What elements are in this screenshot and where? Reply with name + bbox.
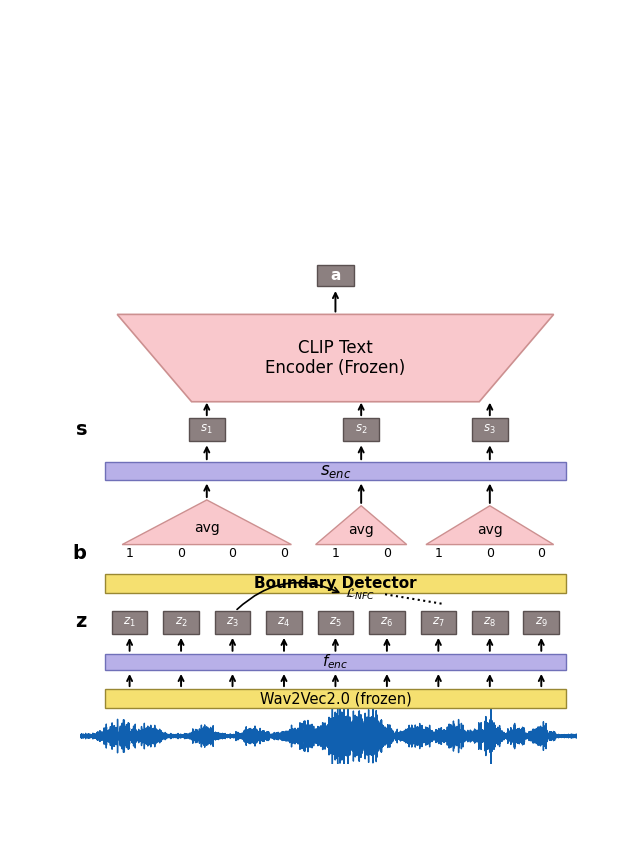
Text: $s_3$: $s_3$ [483, 423, 496, 436]
FancyBboxPatch shape [214, 610, 250, 634]
Text: 0: 0 [177, 548, 185, 560]
FancyBboxPatch shape [105, 574, 566, 593]
Text: $z_5$: $z_5$ [329, 615, 342, 629]
Text: $\mathbf{b}$: $\mathbf{b}$ [72, 544, 88, 563]
Text: 0: 0 [228, 548, 237, 560]
Text: $z_8$: $z_8$ [483, 615, 496, 629]
Text: $s_1$: $s_1$ [200, 423, 213, 436]
Text: $\mathcal{L}_{NFC}$: $\mathcal{L}_{NFC}$ [346, 587, 375, 602]
FancyBboxPatch shape [317, 265, 354, 286]
Text: CLIP Text
Encoder (Frozen): CLIP Text Encoder (Frozen) [266, 339, 406, 377]
FancyBboxPatch shape [343, 418, 379, 441]
FancyBboxPatch shape [524, 610, 559, 634]
FancyBboxPatch shape [112, 610, 147, 634]
Polygon shape [426, 506, 554, 544]
FancyBboxPatch shape [266, 610, 302, 634]
Text: avg: avg [348, 523, 374, 536]
Text: 0: 0 [486, 548, 494, 560]
Text: $\mathbf{z}$: $\mathbf{z}$ [75, 614, 88, 632]
Text: 0: 0 [383, 548, 391, 560]
FancyBboxPatch shape [472, 610, 508, 634]
Polygon shape [122, 500, 291, 544]
FancyBboxPatch shape [369, 610, 404, 634]
FancyBboxPatch shape [105, 654, 566, 670]
FancyBboxPatch shape [163, 610, 199, 634]
Text: Boundary Detector: Boundary Detector [254, 576, 417, 590]
FancyBboxPatch shape [105, 462, 566, 480]
FancyBboxPatch shape [317, 610, 353, 634]
Text: 1: 1 [125, 548, 134, 560]
Polygon shape [117, 315, 554, 402]
Text: $\mathbf{s}$: $\mathbf{s}$ [75, 421, 88, 439]
Text: $s_{enc}$: $s_{enc}$ [320, 462, 351, 480]
Text: $f_{enc}$: $f_{enc}$ [322, 652, 349, 671]
FancyBboxPatch shape [472, 418, 508, 441]
Text: $z_2$: $z_2$ [175, 615, 188, 629]
Text: $z_9$: $z_9$ [535, 615, 548, 629]
Text: avg: avg [477, 523, 502, 536]
Text: $z_3$: $z_3$ [226, 615, 239, 629]
Text: 0: 0 [538, 548, 545, 560]
Text: 1: 1 [332, 548, 339, 560]
Text: $s_2$: $s_2$ [355, 423, 367, 436]
Text: $z_1$: $z_1$ [124, 615, 136, 629]
FancyBboxPatch shape [105, 689, 566, 709]
Text: 1: 1 [435, 548, 442, 560]
Text: 0: 0 [280, 548, 288, 560]
FancyBboxPatch shape [189, 418, 225, 441]
Text: avg: avg [194, 520, 220, 535]
Polygon shape [316, 506, 407, 544]
Text: $z_4$: $z_4$ [278, 615, 291, 629]
Text: $z_7$: $z_7$ [432, 615, 445, 629]
FancyBboxPatch shape [420, 610, 456, 634]
Text: $\mathbf{a}$: $\mathbf{a}$ [330, 268, 341, 283]
Text: Wav2Vec2.0 (frozen): Wav2Vec2.0 (frozen) [260, 692, 412, 706]
Text: $z_6$: $z_6$ [380, 615, 394, 629]
